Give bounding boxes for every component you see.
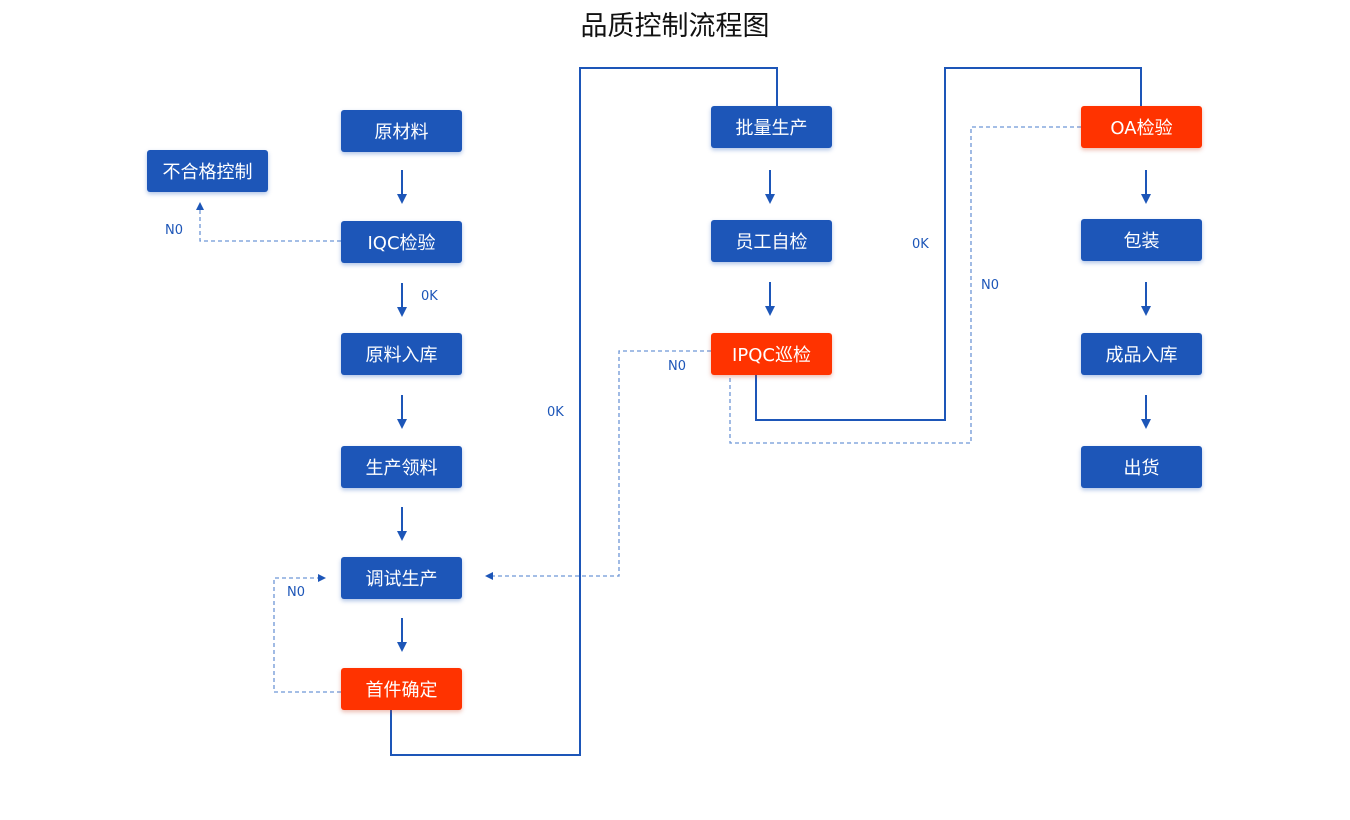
label-first-article-ok: 0K: [547, 405, 564, 420]
node-nonconforming-control: 不合格控制: [147, 150, 268, 192]
node-raw-material: 原材料: [341, 110, 462, 152]
node-first-article: 首件确定: [341, 668, 462, 710]
diagram-title: 品质控制流程图: [580, 11, 770, 42]
edge-ipqc-ok: [755, 67, 1142, 421]
node-packaging: 包装: [1081, 219, 1202, 261]
node-shipping: 出货: [1081, 446, 1202, 488]
label-ipqc-no: N0: [668, 359, 686, 374]
edge-oa-no: [729, 126, 1081, 444]
node-oa-inspection: OA检验: [1081, 106, 1202, 148]
edge-first-article-no: [273, 574, 341, 693]
node-trial-production: 调试生产: [341, 557, 462, 599]
node-self-check: 员工自检: [711, 220, 832, 262]
label-ipqc-ok: 0K: [912, 237, 929, 252]
edge-first-article-ok: [390, 67, 778, 756]
label-iqc-ok: 0K: [421, 289, 438, 304]
edge-ipqc-no: [485, 350, 711, 580]
node-mass-production: 批量生产: [711, 106, 832, 148]
label-iqc-no: N0: [165, 223, 183, 238]
node-material-issue: 生产领料: [341, 446, 462, 488]
node-raw-storage: 原料入库: [341, 333, 462, 375]
edge-iqc-no: [196, 202, 341, 242]
node-iqc-inspection: IQC检验: [341, 221, 462, 263]
node-fg-storage: 成品入库: [1081, 333, 1202, 375]
label-first-article-no: N0: [287, 585, 305, 600]
label-oa-no: N0: [981, 278, 999, 293]
node-ipqc: IPQC巡检: [711, 333, 832, 375]
